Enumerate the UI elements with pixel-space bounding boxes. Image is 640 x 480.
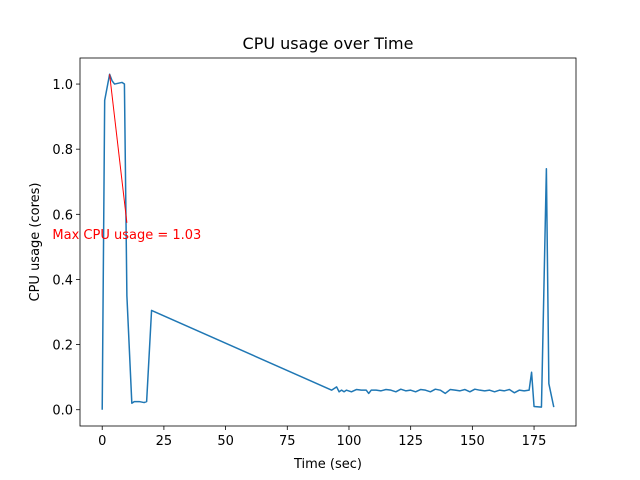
x-tick-label: 25 [156, 434, 173, 449]
x-tick-label: 150 [460, 434, 485, 449]
chart-title: CPU usage over Time [243, 34, 414, 53]
data-line [101, 73, 555, 410]
x-tick-label: 175 [522, 434, 547, 449]
y-tick-label: 0.2 [52, 339, 73, 354]
y-tick-label: 0.8 [52, 143, 73, 158]
y-axis-label: CPU usage (cores) [28, 183, 43, 302]
x-tick-label: 100 [337, 434, 362, 449]
x-tick-label: 125 [398, 434, 423, 449]
x-axis-label: Time (sec) [293, 457, 362, 472]
y-tick-label: 1.0 [52, 78, 73, 93]
x-tick-label: 50 [217, 434, 234, 449]
annotation-text: Max CPU usage = 1.03 [52, 228, 201, 243]
x-tick-label: 0 [98, 434, 106, 449]
y-tick-label: 0.0 [52, 404, 73, 419]
x-tick-label: 75 [279, 434, 296, 449]
y-tick-label: 0.6 [52, 208, 73, 223]
plot-frame [79, 57, 577, 427]
y-tick-label: 0.4 [52, 273, 73, 288]
annotation-arrow [109, 74, 128, 223]
